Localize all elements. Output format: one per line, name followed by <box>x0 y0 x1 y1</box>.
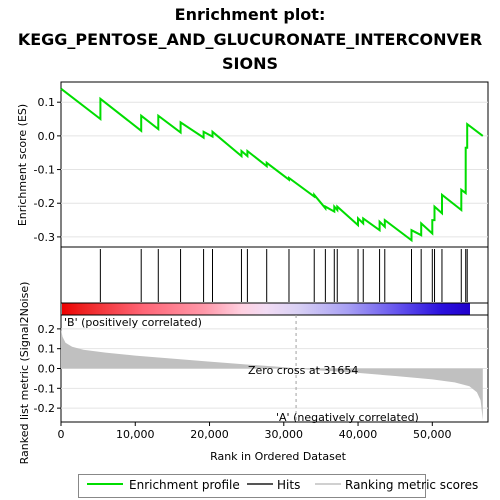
x-tick-label: 10,000 <box>116 428 155 441</box>
ranking-color-bar <box>62 303 470 315</box>
metric-y-axis-label: Ranked list metric (Signal2Noise) <box>18 282 31 465</box>
x-axis-label: Rank in Ordered Dataset <box>210 450 347 463</box>
ranked-metric-area <box>61 328 483 420</box>
zero-cross-label: Zero cross at 31654 <box>248 364 358 377</box>
metric-y-tick-label: 0.0 <box>38 363 56 376</box>
legend-hits: Hits <box>277 478 301 492</box>
es-y-axis-label: Enrichment score (ES) <box>16 104 29 226</box>
negative-correlation-label: 'A' (negatively correlated) <box>276 411 419 424</box>
es-y-tick-label: 0.0 <box>38 130 56 143</box>
chart-title-line-2: KEGG_PENTOSE_AND_GLUCURONATE_INTERCONVER <box>17 30 483 49</box>
es-y-tick-label: -0.1 <box>34 164 55 177</box>
x-tick-label: 50,000 <box>413 428 452 441</box>
chart-title-line-1: Enrichment plot: <box>174 5 326 24</box>
enrichment-profile-line <box>60 87 484 243</box>
hits-panel-frame <box>60 246 489 304</box>
x-tick-label: 30,000 <box>265 428 304 441</box>
es-y-tick-label: -0.2 <box>34 197 55 210</box>
metric-y-tick-label: -0.2 <box>34 402 55 415</box>
legend-enrichment-swatch <box>87 483 123 485</box>
chart-title-line-3: SIONS <box>222 54 278 73</box>
legend-hits-swatch <box>247 483 273 485</box>
x-tick-label: 20,000 <box>190 428 229 441</box>
legend-ranking-metric-scores: Ranking metric scores <box>345 478 479 492</box>
x-tick-label: 0 <box>58 428 65 441</box>
legend-ranking-swatch <box>315 483 341 485</box>
metric-y-tick-label: 0.2 <box>38 323 56 336</box>
metric-y-tick-label: 0.1 <box>38 343 56 356</box>
positive-correlation-label: 'B' (positively correlated) <box>64 316 202 329</box>
es-y-tick-label: 0.1 <box>38 96 56 109</box>
es-y-tick-label: -0.3 <box>34 231 55 244</box>
es-panel-frame <box>60 81 489 248</box>
legend-enrichment-profile: Enrichment profile <box>129 478 240 492</box>
legend: Enrichment profile Hits Ranking metric s… <box>78 474 478 498</box>
x-tick-label: 40,000 <box>339 428 378 441</box>
metric-y-tick-label: -0.1 <box>34 382 55 395</box>
